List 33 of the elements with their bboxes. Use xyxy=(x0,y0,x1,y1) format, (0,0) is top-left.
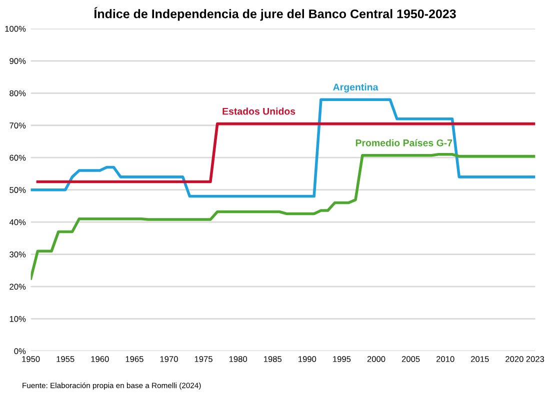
y-tick-label: 30% xyxy=(10,252,26,258)
y-tick-label: 100% xyxy=(5,26,26,32)
y-tick-label: 60% xyxy=(10,154,26,161)
series-label: Argentina xyxy=(333,83,378,92)
y-tick-label: 70% xyxy=(10,122,26,128)
x-tick-label: 2010 xyxy=(436,356,454,362)
x-tick-label: 1990 xyxy=(298,356,316,362)
x-tick-label: 2005 xyxy=(402,356,420,362)
x-tick-label: 2023 xyxy=(526,356,544,362)
series-label: Promedio Países G-7 xyxy=(356,139,452,146)
x-tick-label: 1955 xyxy=(56,356,74,362)
x-tick-label: 1960 xyxy=(91,356,109,362)
line-series xyxy=(30,98,536,198)
x-tick-label: 1970 xyxy=(160,356,178,362)
x-tick-label: 2000 xyxy=(367,356,386,362)
y-tick-label: 40% xyxy=(9,219,26,226)
y-tick-label: 50% xyxy=(10,187,26,193)
y-tick-label: 80% xyxy=(10,90,26,96)
y-tick-label: 0% xyxy=(14,348,26,354)
chart-title: Índice de Independencia de jure del Banco Central 1950-2023 xyxy=(94,7,456,21)
x-tick-label: 1980 xyxy=(229,356,248,362)
x-tick-label: 2020 xyxy=(506,356,524,362)
x-tick-label: 1965 xyxy=(126,356,144,362)
y-tick-label: 90% xyxy=(10,58,26,64)
x-tick-label: 1985 xyxy=(264,356,282,362)
y-tick-label: 10% xyxy=(10,316,26,322)
line-series xyxy=(30,152,536,280)
x-tick-label: 1950 xyxy=(22,356,40,362)
series-label: Estados Unidos xyxy=(222,108,296,115)
x-tick-label: 2015 xyxy=(471,356,489,362)
x-tick-label: 1995 xyxy=(333,356,351,362)
x-tick-label: 1975 xyxy=(194,356,212,362)
y-tick-label: 20% xyxy=(10,284,26,290)
